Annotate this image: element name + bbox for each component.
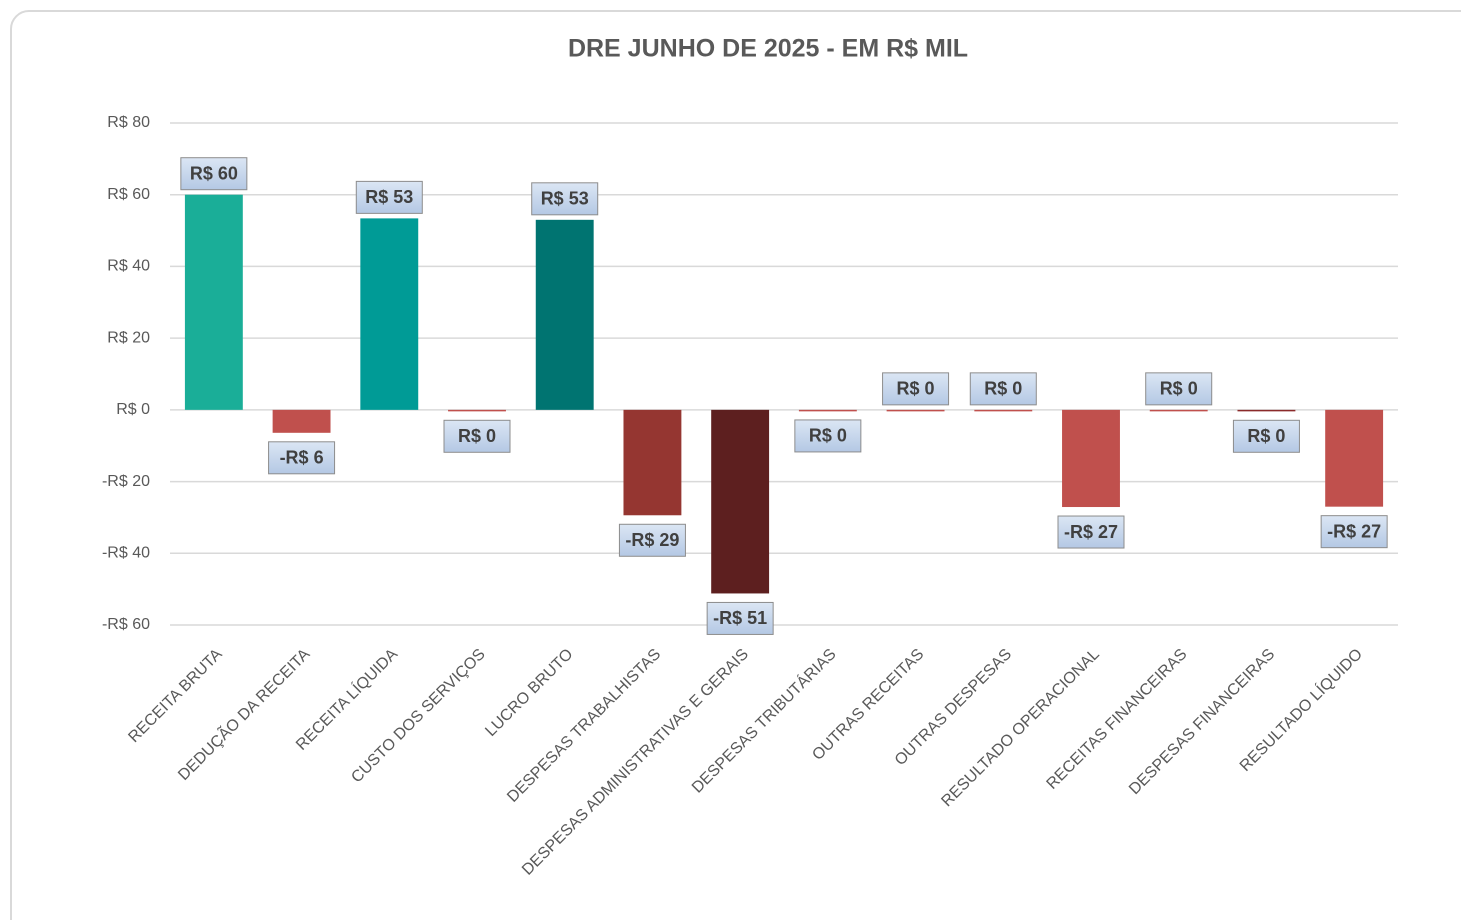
data-label-box (1232, 419, 1300, 453)
y-tick-label: R$ 40 (107, 258, 150, 275)
data-label-box (882, 372, 950, 406)
data-label: R$ 0 (984, 379, 1022, 399)
data-label-box (794, 419, 862, 453)
y-tick-label: -R$ 60 (102, 616, 150, 633)
bar (272, 409, 331, 433)
data-label: R$ 0 (809, 426, 847, 446)
bar (535, 219, 594, 410)
data-label-box (180, 157, 248, 191)
bar (711, 409, 770, 594)
data-label: R$ 0 (458, 426, 496, 446)
data-label: R$ 0 (1247, 426, 1285, 446)
data-label-box (1320, 515, 1388, 549)
data-label: R$ 60 (190, 163, 238, 183)
y-tick-label: R$ 0 (116, 401, 150, 418)
bar (1237, 409, 1296, 412)
data-label-box (355, 180, 423, 214)
y-tick-label: R$ 60 (107, 186, 150, 203)
data-label: R$ 0 (1160, 379, 1198, 399)
bar (974, 409, 1033, 412)
bar (623, 409, 682, 516)
data-label-box (618, 523, 686, 557)
y-tick-label: R$ 80 (107, 114, 150, 131)
data-label: -R$ 27 (1064, 522, 1118, 542)
bar (184, 194, 243, 410)
chart-title: DRE JUNHO DE 2025 - EM R$ MIL (568, 35, 968, 63)
bar (1325, 409, 1384, 507)
data-label-box (1057, 515, 1125, 549)
data-label: R$ 53 (365, 187, 413, 207)
data-label-box (268, 441, 336, 475)
data-label: R$ 53 (541, 189, 589, 209)
bar (798, 409, 857, 412)
data-label-box (969, 372, 1037, 406)
y-tick-label: -R$ 20 (102, 473, 150, 490)
data-label: -R$ 29 (625, 530, 679, 550)
bar (886, 409, 945, 412)
y-tick-label: -R$ 40 (102, 545, 150, 562)
bar (1062, 409, 1120, 508)
data-label-box (1145, 372, 1213, 406)
data-label: R$ 0 (897, 379, 935, 399)
data-label-box (531, 182, 599, 216)
bar (448, 409, 506, 412)
data-label-box (443, 419, 511, 453)
data-label: -R$ 51 (713, 608, 767, 628)
y-tick-label: R$ 20 (107, 329, 150, 346)
bar (360, 218, 419, 410)
bar (1149, 409, 1208, 412)
data-label-box (706, 601, 774, 635)
data-label: -R$ 27 (1327, 521, 1381, 541)
data-label: -R$ 6 (280, 448, 324, 468)
